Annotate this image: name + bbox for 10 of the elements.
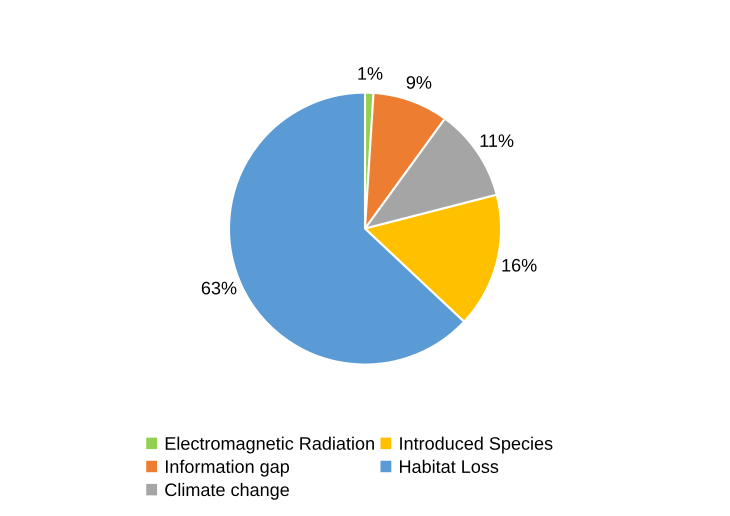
legend-label: Introduced Species [400, 436, 552, 454]
legend-label: Electromagnetic Radiation [166, 436, 374, 454]
data-label: 63% [202, 282, 236, 294]
legend-label: Habitat Loss [400, 460, 498, 474]
data-label: 11% [480, 134, 514, 147]
data-label: 16% [502, 258, 537, 272]
data-label: 1% [358, 67, 382, 80]
legend-label: Climate change [165, 482, 289, 500]
data-label: 9% [406, 76, 432, 89]
legend-label: Information gap [166, 460, 290, 477]
